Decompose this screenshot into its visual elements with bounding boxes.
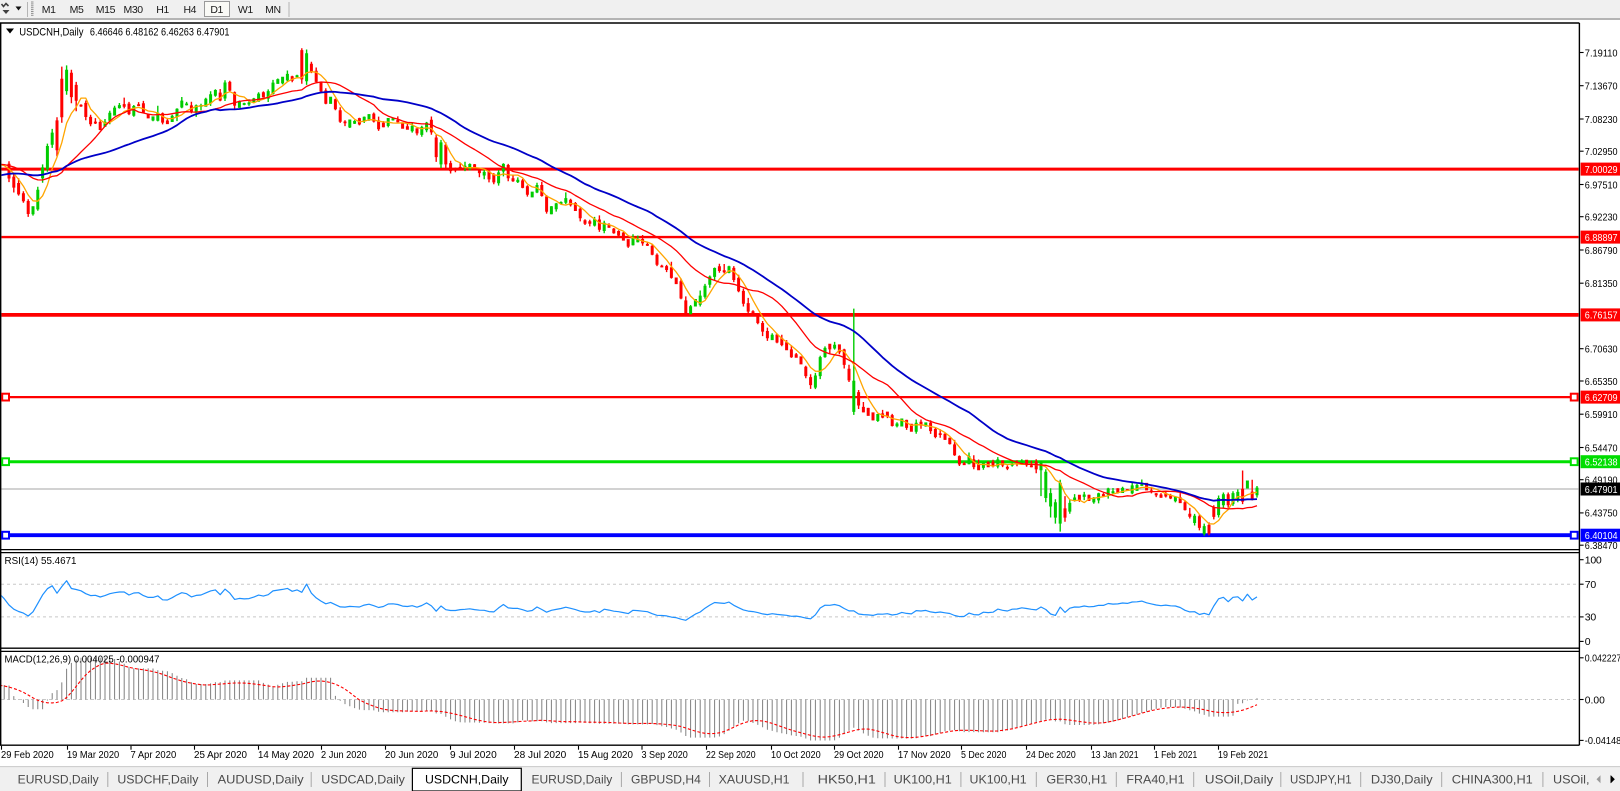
svg-text:D1: D1 bbox=[210, 4, 223, 16]
svg-text:M5: M5 bbox=[70, 4, 84, 16]
svg-text:6.62709: 6.62709 bbox=[1585, 392, 1618, 404]
svg-text:0.0422275: 0.0422275 bbox=[1585, 653, 1620, 665]
svg-text:20 Jun 2020: 20 Jun 2020 bbox=[385, 750, 439, 761]
svg-text:UK100,H1: UK100,H1 bbox=[970, 773, 1028, 787]
svg-text:USDCAD,Daily: USDCAD,Daily bbox=[321, 773, 405, 787]
svg-text:70: 70 bbox=[1585, 579, 1597, 591]
svg-text:13 Jan 2021: 13 Jan 2021 bbox=[1091, 750, 1139, 761]
svg-text:6.47901: 6.47901 bbox=[1585, 484, 1618, 496]
svg-text:7.13670: 7.13670 bbox=[1585, 81, 1618, 93]
svg-text:29 Feb 2020: 29 Feb 2020 bbox=[1, 750, 54, 761]
svg-text:7.02950: 7.02950 bbox=[1585, 146, 1618, 158]
svg-text:USDCNH,Daily: USDCNH,Daily bbox=[19, 27, 84, 39]
svg-text:14 May 2020: 14 May 2020 bbox=[258, 750, 314, 761]
svg-text:CHINA300,H1: CHINA300,H1 bbox=[1452, 773, 1533, 787]
svg-text:6.76157: 6.76157 bbox=[1585, 310, 1618, 322]
svg-text:5 Dec 2020: 5 Dec 2020 bbox=[961, 750, 1007, 761]
svg-text:6.81350: 6.81350 bbox=[1585, 278, 1618, 290]
svg-text:6.92230: 6.92230 bbox=[1585, 212, 1618, 224]
svg-text:6.54470: 6.54470 bbox=[1585, 442, 1618, 454]
svg-text:H4: H4 bbox=[183, 4, 196, 16]
svg-text:29 Oct 2020: 29 Oct 2020 bbox=[834, 750, 884, 761]
svg-text:7 Apr 2020: 7 Apr 2020 bbox=[131, 750, 177, 761]
svg-text:28 Jul 2020: 28 Jul 2020 bbox=[514, 750, 567, 761]
svg-text:RSI(14) 55.4671: RSI(14) 55.4671 bbox=[5, 555, 77, 567]
svg-text:6.43750: 6.43750 bbox=[1585, 508, 1618, 520]
svg-text:15 Aug 2020: 15 Aug 2020 bbox=[578, 750, 633, 761]
svg-text:6.40104: 6.40104 bbox=[1585, 530, 1618, 542]
svg-text:USOil,: USOil, bbox=[1553, 773, 1590, 787]
svg-text:USDCHF,Daily: USDCHF,Daily bbox=[117, 773, 198, 787]
svg-text:6.38470: 6.38470 bbox=[1585, 540, 1618, 552]
svg-text:22 Sep 2020: 22 Sep 2020 bbox=[706, 750, 756, 761]
svg-text:HK50,H1: HK50,H1 bbox=[818, 773, 877, 787]
svg-text:2 Jun 2020: 2 Jun 2020 bbox=[321, 750, 367, 761]
svg-text:6.86790: 6.86790 bbox=[1585, 245, 1618, 257]
svg-text:6.70630: 6.70630 bbox=[1585, 344, 1618, 356]
svg-text:19 Feb 2021: 19 Feb 2021 bbox=[1218, 750, 1269, 761]
svg-text:0: 0 bbox=[1585, 636, 1591, 648]
svg-text:6.65350: 6.65350 bbox=[1585, 376, 1618, 388]
svg-text:10 Oct 2020: 10 Oct 2020 bbox=[771, 750, 821, 761]
svg-text:-0.04148: -0.04148 bbox=[1585, 735, 1620, 747]
svg-text:100: 100 bbox=[1585, 555, 1602, 567]
svg-text:GER30,H1: GER30,H1 bbox=[1046, 773, 1107, 787]
svg-text:17 Nov 2020: 17 Nov 2020 bbox=[898, 750, 951, 761]
svg-text:M15: M15 bbox=[96, 4, 116, 16]
svg-text:MACD(12,26,9) 0.004025 -0.0009: MACD(12,26,9) 0.004025 -0.000947 bbox=[5, 654, 160, 666]
svg-text:7.19110: 7.19110 bbox=[1585, 47, 1618, 59]
svg-text:W1: W1 bbox=[238, 4, 254, 16]
svg-text:EURUSD,Daily: EURUSD,Daily bbox=[531, 773, 612, 787]
svg-text:MN: MN bbox=[265, 4, 281, 16]
svg-text:AUDUSD,Daily: AUDUSD,Daily bbox=[218, 773, 304, 787]
svg-text:UK100,H1: UK100,H1 bbox=[894, 773, 953, 787]
svg-text:30: 30 bbox=[1585, 612, 1597, 624]
svg-text:USDCNH,Daily: USDCNH,Daily bbox=[425, 773, 509, 787]
svg-text:7.08230: 7.08230 bbox=[1585, 114, 1618, 126]
svg-text:6.46646 6.48162 6.46263 6.4790: 6.46646 6.48162 6.46263 6.47901 bbox=[90, 27, 230, 39]
svg-text:XAUUSD,H1: XAUUSD,H1 bbox=[719, 773, 790, 787]
svg-text:7.00029: 7.00029 bbox=[1585, 164, 1618, 176]
svg-text:USOil,Daily: USOil,Daily bbox=[1205, 773, 1273, 787]
svg-text:6.97510: 6.97510 bbox=[1585, 179, 1618, 191]
svg-text:6.88897: 6.88897 bbox=[1585, 232, 1618, 244]
svg-text:EURUSD,Daily: EURUSD,Daily bbox=[18, 773, 99, 787]
svg-text:H1: H1 bbox=[156, 4, 169, 16]
svg-text:M30: M30 bbox=[123, 4, 143, 16]
svg-text:6.52138: 6.52138 bbox=[1585, 457, 1618, 469]
svg-text:6.59910: 6.59910 bbox=[1585, 409, 1618, 421]
svg-text:25 Apr 2020: 25 Apr 2020 bbox=[194, 750, 247, 761]
svg-text:19 Mar 2020: 19 Mar 2020 bbox=[67, 750, 120, 761]
svg-text:DJ30,Daily: DJ30,Daily bbox=[1371, 773, 1433, 787]
svg-text:USDJPY,H1: USDJPY,H1 bbox=[1290, 773, 1352, 787]
svg-text:24 Dec 2020: 24 Dec 2020 bbox=[1026, 750, 1076, 761]
svg-text:9 Jul 2020: 9 Jul 2020 bbox=[450, 750, 497, 761]
svg-text:3 Sep 2020: 3 Sep 2020 bbox=[642, 750, 689, 761]
svg-text:M1: M1 bbox=[42, 4, 56, 16]
svg-text:0.00: 0.00 bbox=[1585, 694, 1605, 706]
svg-text:1 Feb 2021: 1 Feb 2021 bbox=[1154, 750, 1198, 761]
svg-text:FRA40,H1: FRA40,H1 bbox=[1126, 773, 1185, 787]
svg-text:GBPUSD,H4: GBPUSD,H4 bbox=[631, 773, 701, 787]
